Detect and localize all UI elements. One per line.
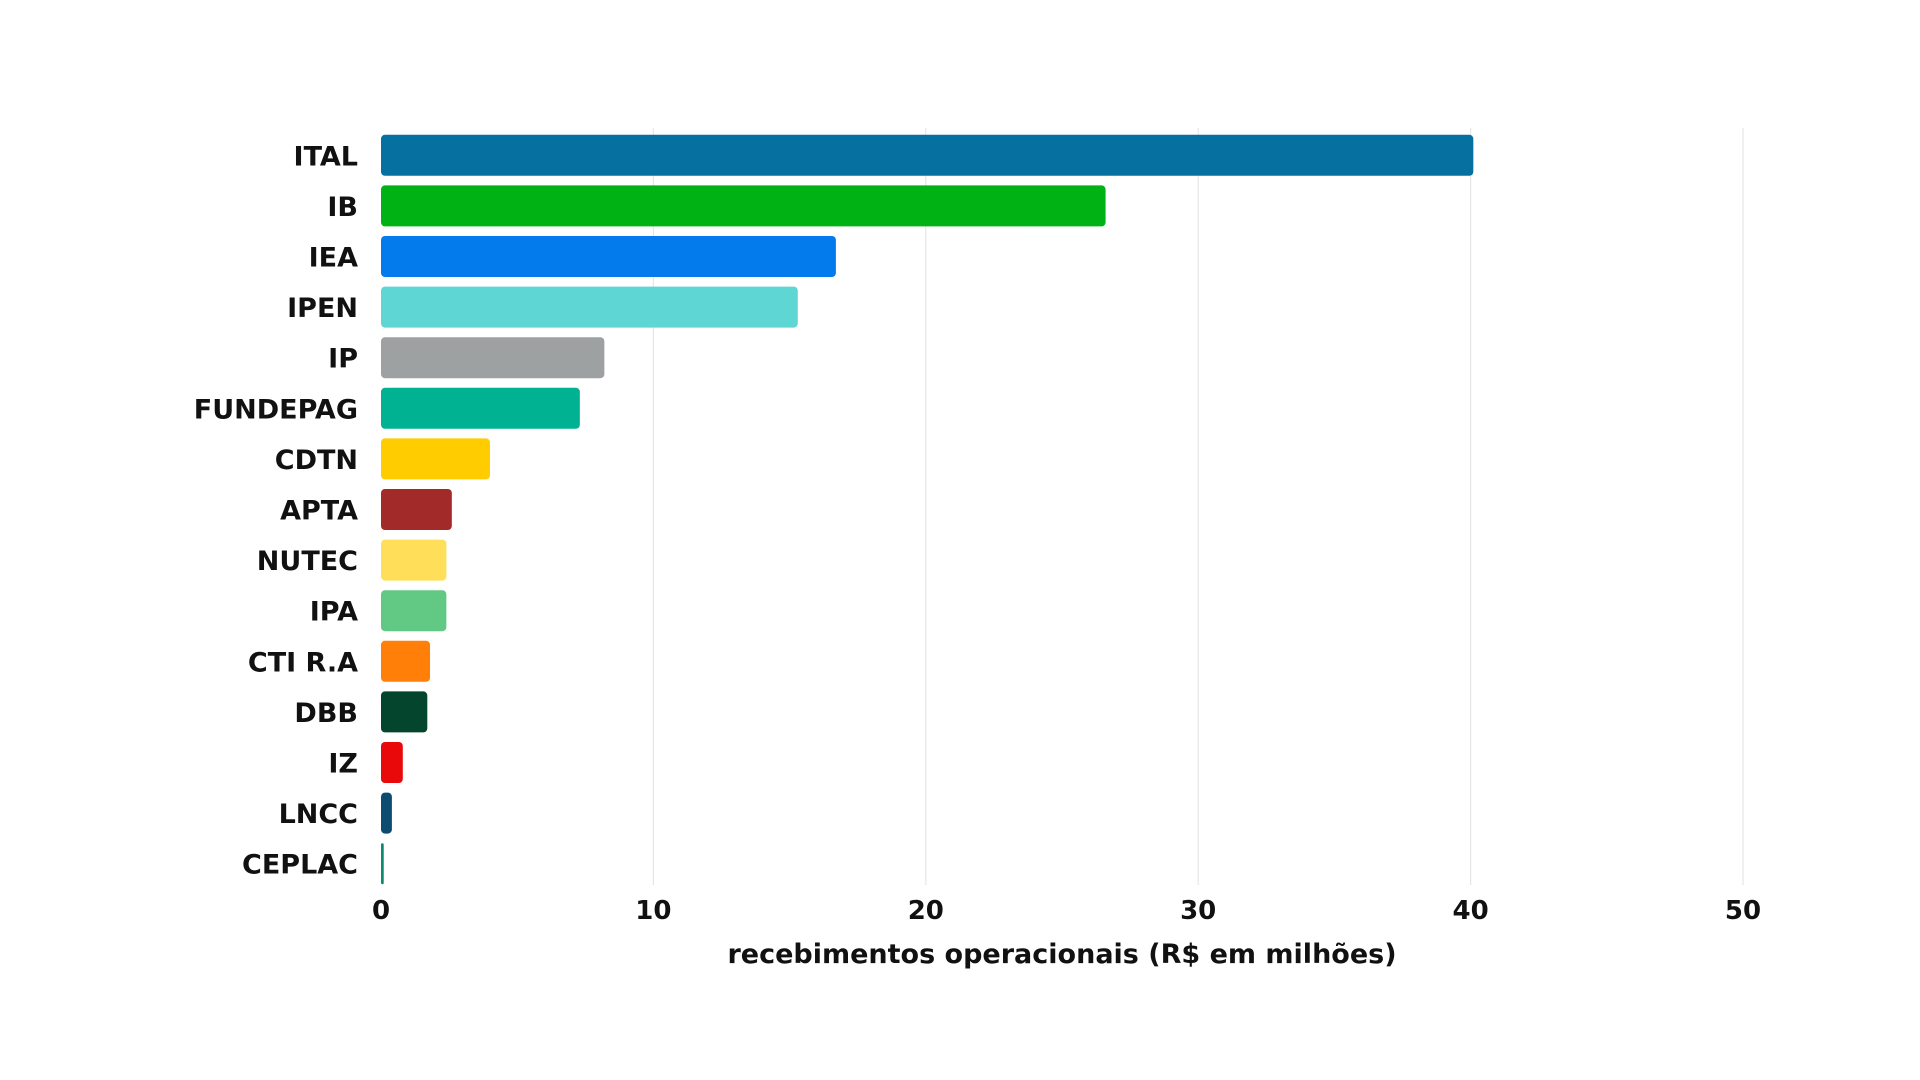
bar-ceplac — [381, 843, 384, 885]
bar-fundepag — [381, 387, 580, 429]
category-label: DBB — [294, 698, 358, 729]
category-label: IPA — [310, 597, 358, 628]
category-label: CTI R.A — [248, 647, 358, 678]
bar-ipa — [381, 590, 447, 632]
gridlines — [652, 128, 1744, 885]
category-label: IPEN — [287, 293, 358, 324]
bar-lncc — [381, 792, 392, 834]
bar-ib — [381, 185, 1106, 227]
bars — [381, 134, 1474, 885]
category-label: IEA — [309, 243, 358, 274]
x-tick-label: 30 — [1180, 896, 1216, 926]
bar-apta — [381, 489, 452, 530]
x-tick-label: 20 — [908, 896, 944, 926]
bar-iea — [381, 236, 836, 277]
bar-cdtn — [381, 438, 490, 480]
category-label: LNCC — [279, 799, 358, 830]
category-label: APTA — [280, 496, 358, 527]
category-label: NUTEC — [257, 546, 358, 577]
category-label: ITAL — [294, 141, 358, 172]
category-label: FUNDEPAG — [194, 394, 358, 425]
category-label: CDTN — [275, 445, 358, 476]
category-label: IZ — [328, 749, 358, 780]
category-labels: ITAL IB IEA IPEN IP FUNDEPAG CDTN APTA NUTEC IPA C… — [194, 141, 358, 880]
x-tick-label: 0 — [372, 896, 390, 926]
x-tick-label: 10 — [635, 896, 671, 926]
bar-ip — [381, 337, 605, 379]
bar-nutec — [381, 539, 447, 581]
category-label: IB — [327, 192, 358, 223]
bar-cti-r-a — [381, 640, 431, 682]
x-tick-label: 50 — [1725, 896, 1761, 926]
bar-ital — [381, 134, 1474, 176]
x-tick-label: 40 — [1453, 896, 1489, 926]
category-label: CEPLAC — [242, 850, 358, 881]
bar-iz — [381, 742, 403, 783]
x-axis-title: recebimentos operacionais (R$ em milhões… — [727, 939, 1396, 970]
category-label: IP — [328, 344, 358, 375]
bar-dbb — [381, 691, 428, 733]
bar-ipen — [381, 286, 798, 328]
x-tick-labels: 0 10 20 30 40 50 — [372, 896, 1761, 926]
